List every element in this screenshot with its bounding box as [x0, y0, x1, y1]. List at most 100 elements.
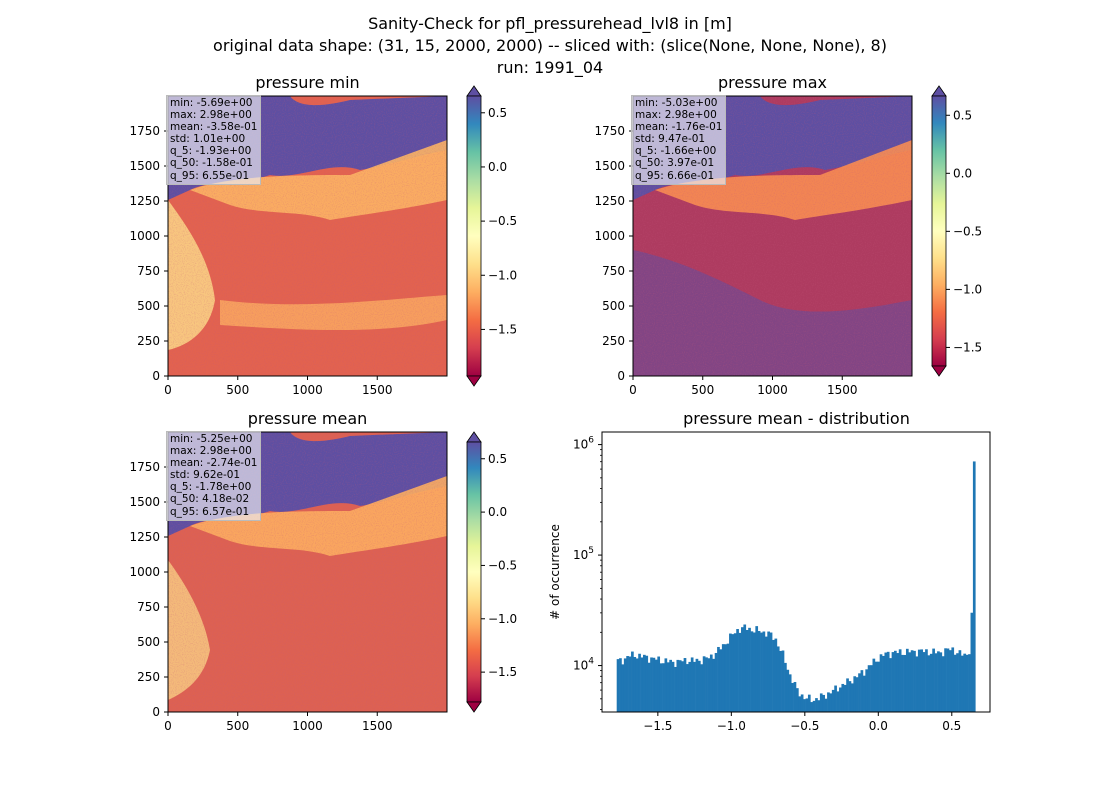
- histogram-bar: [671, 661, 675, 712]
- stat-line: q_50: 4.18e-02: [170, 493, 250, 506]
- colorbar-tick-label: −1.0: [488, 268, 517, 282]
- x-tick-label: 500: [691, 383, 714, 397]
- x-tick-label: −1.5: [643, 719, 672, 733]
- histogram-bar: [915, 656, 919, 712]
- stat-line: q_5: -1.93e+00: [170, 145, 252, 158]
- histogram-bar: [956, 653, 959, 712]
- stat-line: max: 2.98e+00: [635, 109, 717, 122]
- histogram-bar: [932, 648, 935, 712]
- stat-line: max: 2.98e+00: [170, 109, 252, 122]
- histogram-bar: [712, 658, 716, 712]
- histogram-bar: [860, 670, 864, 712]
- histogram-bar: [913, 650, 916, 712]
- histogram-bar: [865, 669, 869, 712]
- histogram-bar: [925, 649, 928, 712]
- histogram-bar: [717, 646, 720, 712]
- stat-line: q_50: 3.97e-01: [635, 157, 715, 170]
- histogram-bar: [898, 649, 902, 712]
- figure-title-line2: original data shape: (31, 15, 2000, 2000…: [213, 36, 887, 55]
- histogram-bar: [745, 629, 749, 712]
- colorbar-tick-label: 0.5: [488, 452, 507, 466]
- histogram-bar: [968, 654, 971, 712]
- histogram-bar: [784, 662, 787, 712]
- histogram-x-axis: −1.5 −1.0 −0.5 0.0 0.5: [643, 712, 961, 733]
- histogram-bar: [891, 652, 895, 712]
- y-tick-label: 1500: [129, 159, 160, 173]
- histogram-bar: [870, 665, 873, 712]
- y-tick-label: 1000: [594, 229, 625, 243]
- histogram-bar: [681, 661, 684, 712]
- y-tick-label: 250: [137, 670, 160, 684]
- colorbar: −1.5 −1.0 −0.5 0.0 0.5: [466, 85, 517, 387]
- y-tick-label: 0: [617, 369, 625, 383]
- histogram-bar: [726, 643, 730, 712]
- colorbar-tick-label: −1.0: [953, 282, 982, 296]
- colorbar-tick-label: −1.0: [488, 612, 517, 626]
- histogram-bar: [972, 461, 976, 712]
- map-y-axis: 0 250 500 750 1000 1250 1500 1750: [594, 124, 633, 383]
- histogram-bar: [929, 653, 933, 712]
- histogram-bar: [774, 638, 778, 712]
- histogram-bar: [970, 612, 974, 712]
- histogram-bar: [796, 688, 799, 712]
- histogram-bar: [836, 691, 840, 712]
- stat-line: std: 1.01e+00: [170, 133, 246, 146]
- histogram-bar: [621, 664, 625, 712]
- stat-line: std: 9.47e-01: [635, 133, 706, 146]
- histogram-bar: [654, 659, 658, 712]
- histogram-bar: [741, 627, 744, 712]
- panel-title: pressure max: [718, 73, 827, 92]
- histogram-bars: [616, 461, 976, 712]
- histogram-bar: [650, 657, 653, 712]
- histogram-bar: [903, 654, 907, 712]
- histogram-bar: [736, 629, 739, 712]
- colorbar-tick-label: 0.0: [488, 505, 507, 519]
- histogram-bar: [822, 694, 825, 712]
- chart-title: pressure mean - distribution: [683, 409, 910, 428]
- histogram-bar: [626, 656, 629, 712]
- histogram-bar: [889, 658, 892, 712]
- histogram-bar: [886, 651, 890, 712]
- histogram-bar: [688, 661, 692, 712]
- histogram-bar: [941, 656, 945, 712]
- histogram-bar: [810, 702, 814, 712]
- colorbar-tick-label: −1.5: [488, 665, 517, 679]
- histogram-bar: [772, 639, 775, 712]
- histogram-bar: [781, 650, 785, 712]
- colorbar-tick-label: −0.5: [488, 214, 517, 228]
- histogram-bar: [623, 658, 627, 712]
- histogram-bar: [647, 662, 651, 712]
- histogram-bar: [965, 654, 969, 712]
- histogram-bar: [757, 631, 761, 712]
- stat-line: q_95: 6.66e-01: [635, 169, 715, 182]
- y-tick-label: 106: [573, 436, 594, 452]
- histogram-bar: [831, 689, 835, 712]
- y-tick-label: 1250: [594, 194, 625, 208]
- x-tick-label: 1000: [292, 719, 323, 733]
- histogram-bar: [640, 657, 644, 712]
- histogram-bar: [729, 633, 732, 712]
- histogram-bar: [850, 683, 854, 712]
- histogram-bar: [731, 634, 735, 712]
- histogram-bar: [631, 651, 634, 712]
- histogram-bar: [817, 700, 821, 712]
- histogram-bar: [927, 655, 931, 712]
- histogram-bar: [951, 647, 955, 712]
- histogram-bar: [686, 664, 689, 712]
- histogram-bar: [841, 683, 845, 712]
- histogram-bar: [678, 660, 682, 712]
- stats-box-pressure-min: min: -5.69e+00 max: 2.98e+00 mean: -3.58e-…: [166, 95, 262, 185]
- histogram-bar: [697, 660, 701, 712]
- histogram-bar: [917, 649, 921, 712]
- y-tick-label: 250: [137, 334, 160, 348]
- y-tick-label: 250: [602, 334, 625, 348]
- histogram-bar: [901, 654, 904, 712]
- histogram-bar: [905, 648, 909, 712]
- histogram-bar: [786, 669, 790, 712]
- x-tick-label: 0: [164, 719, 172, 733]
- histogram-bar: [788, 674, 792, 712]
- histogram-bar: [743, 624, 747, 712]
- x-tick-label: 0: [629, 383, 637, 397]
- stat-line: mean: -1.76e-01: [635, 121, 723, 134]
- y-tick-label: 500: [602, 299, 625, 313]
